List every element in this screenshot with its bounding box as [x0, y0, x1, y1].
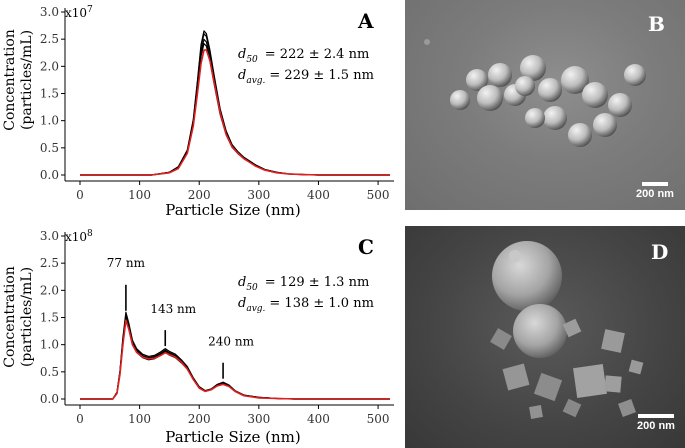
davg-value: = 229 ± 1.5 nm: [269, 68, 374, 83]
y-tick-label: 1.0: [40, 114, 59, 128]
d50-subscript: 50: [246, 55, 258, 65]
scale-bar-d: 200 nm: [631, 414, 681, 432]
y-axis-title: Concentration (particles/mL): [2, 266, 35, 368]
panel-letter-b: B: [648, 12, 665, 36]
x-tick-label: 300: [247, 188, 270, 202]
y-multiplier-base: x10: [65, 6, 87, 20]
y-multiplier: x107: [65, 5, 93, 20]
davg-symbol: d: [238, 296, 246, 311]
series-black-replicate-1: [80, 315, 390, 400]
scale-bar-line: [642, 182, 668, 186]
x-tick-label: 500: [367, 188, 390, 202]
x-tick-label: 400: [307, 412, 330, 426]
series-black-replicate-0: [80, 318, 390, 400]
davg-value: = 138 ± 1.0 nm: [269, 296, 374, 311]
d50-value: = 129 ± 1.3 nm: [265, 275, 370, 290]
davg-subscript: avg.: [246, 76, 265, 86]
nanoparticle-spheres: [424, 39, 646, 147]
y-tick-label: 0.5: [40, 365, 59, 379]
y-tick-label: 0.0: [40, 392, 59, 406]
y-tick-label: 2.5: [40, 32, 59, 46]
davg-subscript: avg.: [246, 304, 265, 314]
x-tick-label: 500: [367, 412, 390, 426]
scale-bar-b: 200 nm: [630, 182, 680, 200]
scale-bar-line: [638, 414, 674, 418]
y-multiplier-base: x10: [65, 230, 87, 244]
x-tick-label: 0: [76, 188, 84, 202]
x-tick-label: 300: [247, 412, 270, 426]
y-tick-label: 1.5: [40, 311, 59, 325]
x-tick-label: 100: [128, 188, 151, 202]
y-tick-label: 2.0: [40, 59, 59, 73]
panel-letter-a: A: [357, 9, 374, 33]
x-axis-title: Particle Size (nm): [165, 201, 300, 219]
panel-letter-c: C: [358, 235, 374, 259]
sem-image-panel-d: D 200 nm: [405, 226, 685, 448]
y-axis-title-line2: (particles/mL): [19, 30, 35, 130]
davg-annotation: davg. = 138 ± 1.0 nm: [238, 296, 374, 314]
y-tick-label: 2.0: [40, 283, 59, 297]
y-multiplier-exponent: 7: [87, 5, 93, 15]
d50-annotation: d50 = 129 ± 1.3 nm: [238, 275, 369, 293]
d50-value: = 222 ± 2.4 nm: [265, 47, 370, 62]
series-black-replicate-3: [80, 311, 390, 400]
scale-bar-label: 200 nm: [636, 188, 674, 200]
scale-bar-label: 200 nm: [637, 420, 675, 432]
y-axis-title-line1: Concentration: [2, 266, 18, 368]
crystal-particles: [490, 241, 644, 419]
y-tick-label: 3.0: [40, 5, 59, 19]
series-black-replicate-0: [80, 43, 390, 176]
y-tick-label: 2.5: [40, 256, 59, 270]
y-axis-title: Concentration (particles/mL): [2, 29, 35, 131]
chart-panel-a: Concentration (particles/mL) x107 0.0 0.5…: [2, 5, 394, 219]
y-tick-label: 3.0: [40, 229, 59, 243]
particle-cluster-illustration: [490, 241, 644, 419]
x-tick-label: 200: [188, 188, 211, 202]
y-tick-label: 0.0: [40, 168, 59, 182]
peak-label: 143 nm: [150, 302, 196, 316]
y-axis-title-line2: (particles/mL): [19, 267, 35, 367]
x-tick-label: 200: [188, 412, 211, 426]
series-red-mean: [80, 319, 390, 400]
davg-annotation: davg. = 229 ± 1.5 nm: [238, 68, 374, 86]
x-tick-label: 0: [76, 412, 84, 426]
particle-cluster-illustration: [424, 39, 646, 147]
peak-label: 240 nm: [208, 335, 254, 349]
series-red-mean: [80, 49, 390, 176]
x-axis-title: Particle Size (nm): [165, 428, 300, 446]
x-tick-label: 100: [128, 412, 151, 426]
d50-symbol: d: [238, 47, 246, 62]
y-tick-label: 1.0: [40, 338, 59, 352]
y-tick-label: 0.5: [40, 141, 59, 155]
panel-letter-d: D: [651, 240, 669, 264]
y-multiplier-exponent: 8: [87, 229, 93, 239]
d50-subscript: 50: [246, 283, 258, 293]
y-axis-title-line1: Concentration: [2, 29, 18, 131]
y-multiplier: x108: [65, 229, 93, 244]
x-tick-label: 400: [307, 188, 330, 202]
y-tick-label: 1.5: [40, 87, 59, 101]
chart-panel-c: Concentration (particles/mL) x108 0.0 0.5…: [2, 229, 394, 446]
davg-symbol: d: [238, 68, 246, 83]
d50-symbol: d: [238, 275, 246, 290]
series-black-replicate-2: [80, 314, 390, 400]
d50-annotation: d50 = 222 ± 2.4 nm: [238, 47, 369, 65]
peak-label: 77 nm: [107, 256, 146, 270]
sem-image-panel-b: B 200 nm: [405, 0, 685, 210]
